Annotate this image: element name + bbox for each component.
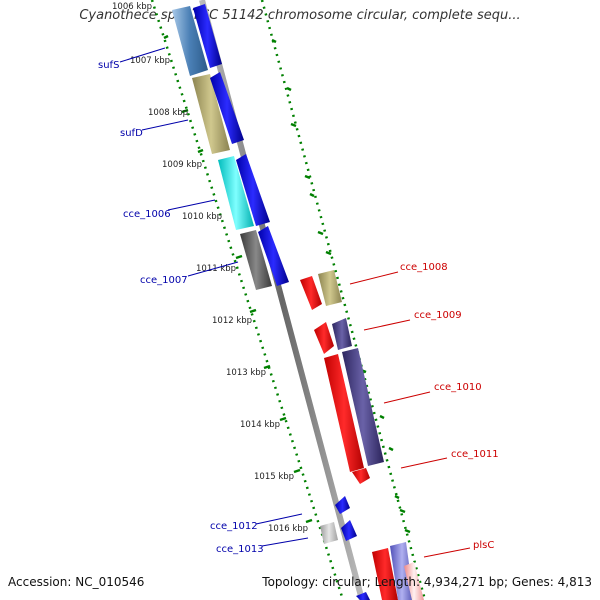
ruler-tick-label: 1013 kbp — [226, 368, 266, 378]
ruler-tick-label: 1006 kbp — [112, 2, 152, 12]
leader-line — [349, 271, 399, 285]
leader-line — [167, 199, 216, 211]
gene-label-left[interactable]: cce_1006 — [123, 209, 171, 220]
gene-sufD[interactable] — [192, 72, 244, 154]
leader-line — [119, 47, 166, 63]
ruler-tick-label: 1015 kbp — [254, 472, 294, 482]
gene-label-right[interactable]: cce_1010 — [434, 382, 482, 393]
left-gene-labels: sufS sufD cce_1006 cce_1007 cce_1012 cce_1013 — [98, 47, 309, 555]
length-value: 4,934,271 bp; — [423, 575, 509, 589]
ruler-tick-label: 1012 kbp — [212, 316, 252, 326]
outer-guide-line — [260, 0, 427, 600]
gene-cce_1008[interactable] — [300, 270, 342, 310]
gene-label-right[interactable]: cce_1009 — [414, 310, 462, 321]
ruler-tick-label: 1016 kbp — [268, 524, 308, 534]
gene-cce_1010[interactable] — [324, 348, 384, 472]
topology-label: Topology: — [262, 575, 319, 589]
leader-line — [255, 513, 303, 525]
ruler-tick-label: 1008 kbp — [148, 108, 188, 118]
genes-value: 4,813 — [557, 575, 592, 589]
genes-label: Genes: — [511, 575, 554, 589]
ruler: 1006 kbp 1007 kbp 1008 kbp 1009 kbp 1010 kbp… — [112, 2, 308, 534]
gene-cce_1009[interactable] — [314, 318, 352, 354]
ruler-tick-label: 1007 kbp — [130, 56, 170, 66]
leader-line — [400, 457, 448, 469]
topology-info: Topology: circular; Length: 4,934,271 bp… — [262, 575, 592, 589]
accession-value: NC_010546 — [75, 575, 145, 589]
leader-line — [383, 391, 431, 404]
leader-line — [363, 319, 411, 331]
leader-line — [423, 547, 471, 558]
gene-label-right[interactable]: plsC — [473, 540, 494, 551]
gene-cce_1012[interactable] — [335, 496, 350, 514]
leader-line — [187, 261, 239, 277]
topology-value: circular; — [322, 575, 371, 589]
ruler-tick-label: 1010 kbp — [182, 212, 222, 222]
gene-plsC[interactable] — [356, 542, 424, 600]
ruler-tick-label: 1014 kbp — [240, 420, 280, 430]
ruler-tick-label: 1011 kbp — [196, 264, 236, 274]
gene-label-right[interactable]: cce_1011 — [451, 449, 499, 460]
gene-cce_1006[interactable] — [218, 154, 270, 230]
accession-info: Accession: NC_010546 — [8, 575, 144, 589]
right-gene-labels: cce_1008 cce_1009 cce_1010 cce_1011 plsC — [349, 262, 499, 558]
ruler-tick-label: 1009 kbp — [162, 160, 202, 170]
gc-dashes — [163, 34, 411, 534]
gene-cce_1007[interactable] — [240, 226, 289, 290]
gene-label-left[interactable]: cce_1007 — [140, 275, 188, 286]
gene-cce_1011[interactable] — [352, 468, 370, 484]
gene-label-left[interactable]: cce_1013 — [216, 544, 264, 555]
leader-line — [261, 537, 309, 547]
gene-cce_1013[interactable] — [320, 520, 357, 544]
leader-line — [141, 119, 189, 131]
accession-label: Accession: — [8, 575, 72, 589]
gene-sufS[interactable] — [172, 4, 222, 76]
gene-label-left[interactable]: sufS — [98, 60, 119, 71]
gene-label-left[interactable]: sufD — [120, 128, 143, 139]
length-label: Length: — [374, 575, 421, 589]
gene-label-right[interactable]: cce_1008 — [400, 262, 448, 273]
gene-label-left[interactable]: cce_1012 — [210, 521, 258, 532]
